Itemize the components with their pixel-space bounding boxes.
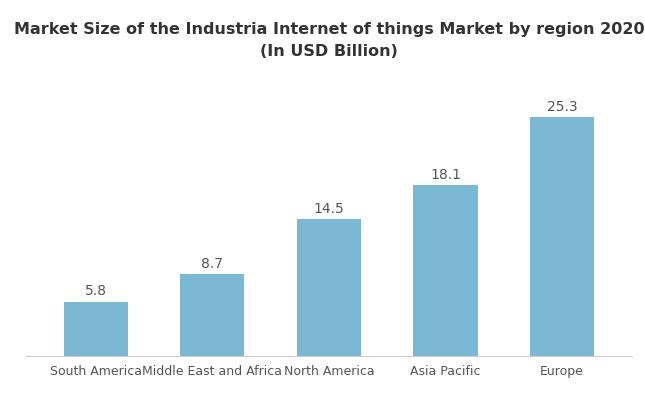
Text: 25.3: 25.3 <box>547 100 577 114</box>
Bar <box>297 220 361 356</box>
Title: Market Size of the Industria Internet of things Market by region 2020
(In USD Bi: Market Size of the Industria Internet of… <box>14 22 644 59</box>
Text: 5.8: 5.8 <box>84 284 107 298</box>
Text: 18.1: 18.1 <box>430 168 461 182</box>
Text: 8.7: 8.7 <box>201 257 223 271</box>
Bar <box>530 117 594 356</box>
Text: 14.5: 14.5 <box>313 202 344 216</box>
Bar <box>181 274 244 356</box>
Bar <box>64 302 128 356</box>
Bar <box>413 185 477 356</box>
